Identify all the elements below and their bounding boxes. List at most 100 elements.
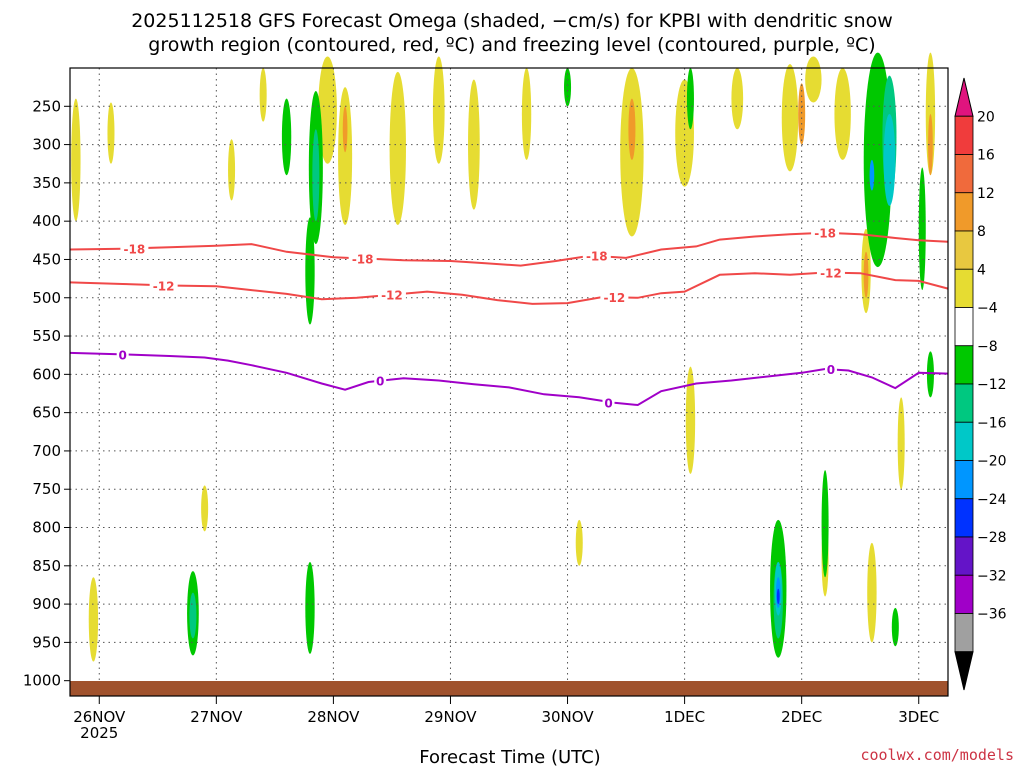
omega-region-45 (189, 592, 197, 639)
omega-region-0 (71, 98, 81, 222)
colorbar-tick-label: −24 (977, 492, 1007, 508)
contour-label-bg (811, 225, 840, 240)
contour-label-bg (120, 241, 149, 256)
contour-label: 0 (604, 397, 612, 411)
y-tick-label: 850 (32, 557, 61, 575)
contour-label: -18 (814, 227, 836, 241)
omega-region-8 (468, 79, 480, 210)
contour-label: -18 (352, 253, 374, 267)
omega-region-37 (926, 351, 934, 398)
contour-label: 0 (119, 348, 127, 362)
colorbar-tick-label: 20 (977, 109, 995, 125)
omega-region-39 (305, 561, 315, 654)
colorbar-tick-label: −32 (977, 568, 1007, 584)
contour-label: -12 (820, 266, 842, 280)
omega-region-30 (281, 98, 292, 176)
omega-region-12 (731, 68, 744, 130)
omega-region-47 (883, 113, 896, 206)
colorbar-tick-label: −16 (977, 415, 1007, 431)
y-tick-label: 500 (32, 289, 61, 307)
y-tick-label: 550 (32, 327, 61, 345)
y-tick-label: 750 (32, 480, 61, 498)
colorbar-tick-label: 8 (977, 224, 986, 240)
omega-region-21 (88, 577, 99, 662)
chart-title-line-1: 2025112518 GFS Forecast Omega (shaded, −… (131, 10, 893, 32)
omega-region-25 (342, 106, 348, 153)
omega-region-43 (312, 129, 320, 222)
omega-region-20 (897, 397, 905, 490)
x-tick-label: 27NOV (190, 708, 243, 726)
omega-region-14 (805, 56, 822, 103)
omega-region-26 (628, 98, 636, 160)
colorbar-bottom-arrow (954, 651, 974, 691)
y-tick-label: 1000 (23, 672, 61, 690)
colorbar-segment (954, 536, 974, 576)
y-tick-label: 900 (32, 595, 61, 613)
colorbar-segment (954, 192, 974, 232)
colorbar-segment (954, 498, 974, 538)
contour-label: -12 (604, 291, 626, 305)
contour-label-bg (377, 287, 406, 302)
grid-lines (70, 68, 948, 696)
colorbar-tick-label: −4 (977, 301, 998, 317)
colorbar-segment (954, 345, 974, 385)
site-credit: coolwx.com/models (860, 746, 1014, 764)
contour-label: -12 (153, 280, 175, 294)
colorbar-tick-label: 4 (977, 262, 986, 278)
omega-region-23 (575, 519, 583, 566)
x-tick-label: 29NOV (424, 708, 477, 726)
plot-frame (69, 67, 949, 697)
colorbar-tick-label: −28 (977, 530, 1007, 546)
x-tick-label: 28NOV (307, 708, 360, 726)
contour-label-bg (824, 361, 837, 376)
omega-region-41 (821, 470, 829, 578)
colorbar-tick-label: −36 (977, 607, 1007, 623)
colorbar-top-arrow (954, 77, 974, 117)
y-tick-label: 350 (32, 174, 61, 192)
x-tick-label: 30NOV (541, 708, 594, 726)
x-tick-label: 1DEC (664, 708, 705, 726)
y-tick-label: 600 (32, 365, 61, 383)
y-tick-label: 800 (32, 519, 61, 537)
x-tick-label: 3DEC (898, 708, 939, 726)
contour-label: -18 (586, 250, 608, 264)
colorbar-segment (954, 460, 974, 500)
omega-region-32 (305, 217, 315, 325)
x-axis-label: Forecast Time (UTC) (419, 747, 600, 768)
plot-background (70, 68, 948, 696)
omega-region-13 (781, 64, 799, 172)
contour-label-bg (374, 373, 387, 388)
omega-region-1 (107, 102, 115, 164)
omega-region-42 (891, 607, 899, 647)
colorbar-segment (954, 383, 974, 423)
contour-label: 0 (376, 374, 384, 388)
colorbar: 20 16 12 8 4 −4 −8 −12 −16 −20 −24 −28 −32 −36 (954, 77, 1007, 691)
omega-region-49 (869, 159, 875, 191)
contour-label-bg (149, 278, 178, 293)
contour-label: 0 (827, 363, 835, 377)
contour-label-bg (602, 395, 615, 410)
contour-label-bg (582, 248, 611, 263)
colorbar-segment (954, 268, 974, 308)
omega-region-19 (867, 542, 877, 643)
omega-region-3 (259, 68, 267, 122)
omega-region-22 (201, 485, 209, 532)
colorbar-segment (954, 230, 974, 270)
colorbar-segment (954, 115, 974, 155)
omega-region-9 (521, 68, 532, 160)
omega-region-36 (918, 167, 926, 291)
colorbar-tick-label: 12 (977, 186, 995, 202)
omega-region-15 (834, 68, 851, 160)
colorbar-tick-label: −20 (977, 454, 1007, 470)
x-tick-label: 2DEC (781, 708, 822, 726)
y-axis: 250 300 350 400 450 500 550 600 650 700 750 800 850 9… (23, 97, 70, 690)
omega-region-27 (798, 83, 806, 145)
contour-label-bg (116, 347, 129, 362)
colorbar-tick-label: −12 (977, 377, 1007, 393)
omega-region-34 (686, 68, 694, 130)
colorbar-segment (954, 574, 974, 614)
omega-region-2 (228, 139, 236, 201)
colorbar-tick-label: 16 (977, 148, 995, 164)
chart-title-line-2: growth region (contoured, red, ºC) and f… (148, 34, 875, 56)
